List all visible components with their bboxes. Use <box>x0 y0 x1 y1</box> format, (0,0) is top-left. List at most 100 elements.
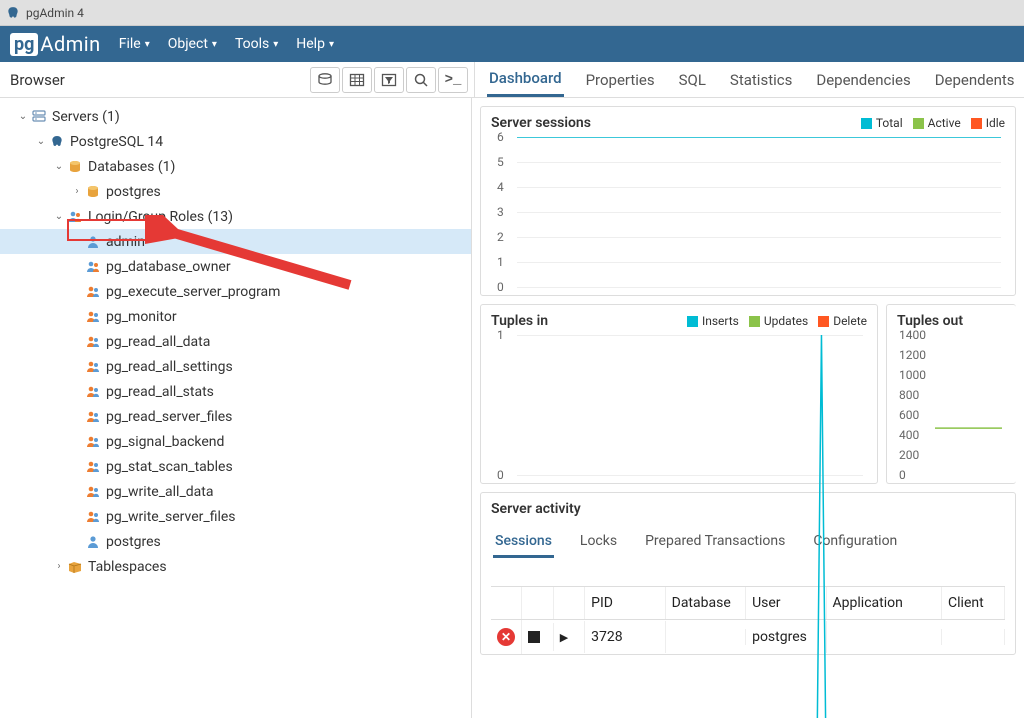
toolbar-viewdata-icon[interactable] <box>342 67 372 93</box>
server-sessions-title: Server sessions <box>491 115 591 131</box>
menu-object[interactable]: Object▾ <box>168 36 217 52</box>
tree-role-pg_write_server_files[interactable]: pg_write_server_files <box>0 504 471 529</box>
tree-caret-icon: ⌄ <box>34 136 48 147</box>
main-area: ⌄Servers (1)⌄PostgreSQL 14⌄Databases (1)… <box>0 98 1024 718</box>
tree-node-icon <box>84 383 102 401</box>
tree-node-icon <box>84 408 102 426</box>
tree-tablespaces[interactable]: › Tablespaces <box>0 554 471 579</box>
tree-role-pg_stat_scan_tables[interactable]: pg_stat_scan_tables <box>0 454 471 479</box>
tree-node-label: pg_read_all_settings <box>106 359 233 375</box>
cancel-icon[interactable]: ✕ <box>497 628 515 646</box>
tree-role-pg_signal_backend[interactable]: pg_signal_backend <box>0 429 471 454</box>
tab-sql[interactable]: SQL <box>677 64 708 96</box>
tree-node-label: Login/Group Roles (13) <box>88 209 233 225</box>
tree-caret-icon: ⌄ <box>52 161 66 172</box>
tree-node-icon <box>84 433 102 451</box>
content-tabs: Dashboard Properties SQL Statistics Depe… <box>474 62 1024 98</box>
menu-help[interactable]: Help▾ <box>296 36 334 52</box>
tree-databases[interactable]: ⌄ Databases (1) <box>0 154 471 179</box>
tuples-out-chart: 0200400600800100012001400 <box>897 335 1006 475</box>
tree-node-label: pg_stat_scan_tables <box>106 459 233 475</box>
browser-tree: ⌄Servers (1)⌄PostgreSQL 14⌄Databases (1)… <box>0 98 472 718</box>
tree-node-icon <box>30 108 48 126</box>
window-title: pgAdmin 4 <box>26 6 84 20</box>
app-logo: pgAdmin <box>10 32 101 56</box>
tree-node-icon <box>84 458 102 476</box>
menu-file[interactable]: File▾ <box>119 36 150 52</box>
tree-node-label: postgres <box>106 184 161 200</box>
tab-dashboard[interactable]: Dashboard <box>487 62 564 97</box>
tree-node-icon <box>84 358 102 376</box>
tree-node-icon <box>48 133 66 151</box>
tree-role-postgres[interactable]: postgres <box>0 529 471 554</box>
tree-node-icon <box>66 208 84 226</box>
tree-node-label: pg_read_all_stats <box>106 384 214 400</box>
tree-role-pg_execute_server_program[interactable]: pg_execute_server_program <box>0 279 471 304</box>
toolbar-psql-icon[interactable]: >_ <box>438 67 468 93</box>
tree-servers[interactable]: ⌄Servers (1) <box>0 104 471 129</box>
tree-role-pg_read_all_stats[interactable]: pg_read_all_stats <box>0 379 471 404</box>
tree-roles[interactable]: ⌄ Login/Group Roles (13) <box>0 204 471 229</box>
legend-item: Idle <box>971 116 1005 130</box>
tree-caret-icon: › <box>70 186 84 197</box>
dashboard-content: Server sessions TotalActiveIdle 0123456 … <box>472 98 1024 718</box>
toolbar-row: Browser >_ Dashboard Properties SQL Stat… <box>0 62 1024 98</box>
app-banner: pgAdmin File▾ Object▾ Tools▾ Help▾ <box>0 26 1024 62</box>
tree-node-icon <box>66 158 84 176</box>
tuples-in-chart: 01 <box>491 335 867 475</box>
tree-node-label: pg_monitor <box>106 309 177 325</box>
tree-node-icon <box>84 283 102 301</box>
logo-admin: Admin <box>40 32 100 56</box>
tree-node-label: pg_read_all_data <box>106 334 210 350</box>
chevron-down-icon: ▾ <box>329 39 334 50</box>
logo-pg: pg <box>10 33 38 56</box>
tree-node-label: pg_write_all_data <box>106 484 213 500</box>
tree-db-postgres[interactable]: › postgres <box>0 179 471 204</box>
tree-node-icon <box>84 508 102 526</box>
tree-node-icon <box>84 333 102 351</box>
pgadmin-icon <box>6 6 20 20</box>
tree-node-label: PostgreSQL 14 <box>70 134 163 150</box>
tab-statistics[interactable]: Statistics <box>728 64 794 96</box>
menu-tools[interactable]: Tools▾ <box>235 36 278 52</box>
chevron-down-icon: ▾ <box>212 39 217 50</box>
tree-node-label: pg_signal_backend <box>106 434 224 450</box>
legend-item: Total <box>861 116 903 130</box>
tree-role-pg_database_owner[interactable]: pg_database_owner <box>0 254 471 279</box>
tree-node-label: Databases (1) <box>88 159 175 175</box>
tree-role-pg_read_all_data[interactable]: pg_read_all_data <box>0 329 471 354</box>
tree-node-label: admin <box>106 234 145 250</box>
tree-node-icon <box>84 233 102 251</box>
tree-node-icon <box>84 308 102 326</box>
toolbar-query-icon[interactable] <box>310 67 340 93</box>
toolbar-filter-icon[interactable] <box>374 67 404 93</box>
tree-role-pg_read_all_settings[interactable]: pg_read_all_settings <box>0 354 471 379</box>
tab-dependencies[interactable]: Dependencies <box>814 64 912 96</box>
tab-properties[interactable]: Properties <box>584 64 657 96</box>
tree-role-pg_write_all_data[interactable]: pg_write_all_data <box>0 479 471 504</box>
tree-postgresql[interactable]: ⌄ PostgreSQL 14 <box>0 129 471 154</box>
tree-node-label: pg_read_server_files <box>106 409 232 425</box>
browser-panel-title: Browser <box>0 71 310 89</box>
tree-node-label: Tablespaces <box>88 559 167 575</box>
tree-node-icon <box>84 483 102 501</box>
server-sessions-panel: Server sessions TotalActiveIdle 0123456 <box>480 106 1016 296</box>
tab-dependents[interactable]: Dependents <box>933 64 1017 96</box>
tree-node-label: postgres <box>106 534 161 550</box>
tree-node-label: pg_database_owner <box>106 259 231 275</box>
tree-role-pg_read_server_files[interactable]: pg_read_server_files <box>0 404 471 429</box>
sessions-legend: TotalActiveIdle <box>861 116 1005 130</box>
toolbar-search-icon[interactable] <box>406 67 436 93</box>
tree-node-icon <box>66 558 84 576</box>
chevron-down-icon: ▾ <box>145 39 150 50</box>
tree-role-admin[interactable]: admin <box>0 229 471 254</box>
tree-node-icon <box>84 258 102 276</box>
tree-caret-icon: › <box>52 561 66 572</box>
main-menu: File▾ Object▾ Tools▾ Help▾ <box>119 36 334 52</box>
tree-caret-icon: ⌄ <box>52 211 66 222</box>
tree-node-icon <box>84 183 102 201</box>
tree-caret-icon: ⌄ <box>16 111 30 122</box>
tree-role-pg_monitor[interactable]: pg_monitor <box>0 304 471 329</box>
chevron-down-icon: ▾ <box>273 39 278 50</box>
sessions-chart: 0123456 <box>491 137 1005 287</box>
